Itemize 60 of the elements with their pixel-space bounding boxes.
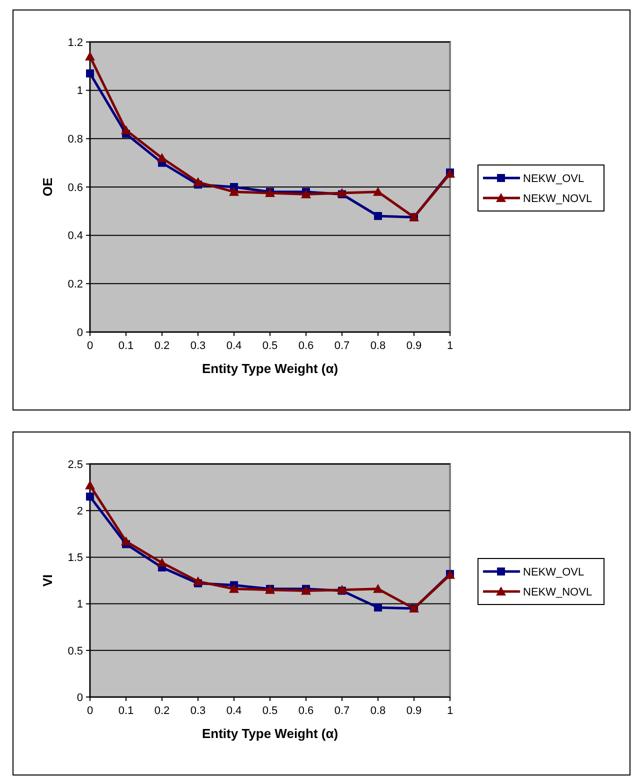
x-tick-label: 0.3 xyxy=(190,705,206,717)
x-tick-label: 0.3 xyxy=(190,340,206,352)
x-tick-label: 0.6 xyxy=(298,340,314,352)
legend-label: NEKW_OVL xyxy=(523,566,584,578)
point xyxy=(86,69,94,78)
point xyxy=(229,186,239,196)
y-tick-label: 2 xyxy=(76,505,83,518)
y-tick-label: 1 xyxy=(76,598,83,611)
y-tick-label: 2.5 xyxy=(68,458,83,471)
point xyxy=(121,536,131,546)
y-tick-label: 0.5 xyxy=(68,645,83,658)
point xyxy=(301,189,311,198)
x-tick-label: 0.1 xyxy=(118,705,134,717)
y-tick-label: 0.8 xyxy=(68,134,83,146)
point xyxy=(373,186,383,196)
point xyxy=(193,576,203,586)
x-tick-label: 0 xyxy=(86,340,94,352)
y-axis-title: VI xyxy=(40,574,55,587)
y-tick-label: 0 xyxy=(76,692,83,704)
y-tick-label: 1.2 xyxy=(68,36,83,49)
x-tick-label: 1 xyxy=(446,340,454,352)
x-axis-title: Entity Type Weight (α) xyxy=(202,726,338,741)
y-tick-label: 0 xyxy=(76,326,83,339)
x-tick-label: 0.2 xyxy=(154,340,170,352)
point xyxy=(85,480,95,490)
legend-label: NEKW_OVL xyxy=(523,172,584,185)
y-axis-title: OE xyxy=(40,177,55,196)
x-tick-label: 0.7 xyxy=(334,705,350,717)
y-tick-label: 1.5 xyxy=(68,552,83,564)
x-tick-label: 0.8 xyxy=(370,340,386,352)
x-tick-label: 0.2 xyxy=(154,705,170,717)
point xyxy=(121,125,131,134)
point xyxy=(157,558,167,567)
x-tick-label: 0.7 xyxy=(334,340,350,352)
x-tick-label: 0 xyxy=(86,705,94,717)
x-tick-label: 0.8 xyxy=(370,705,386,717)
y-tick-label: 1 xyxy=(76,85,83,98)
point xyxy=(86,492,94,501)
legend-label: NEKW_NOVL xyxy=(523,586,592,598)
point xyxy=(85,52,95,60)
point xyxy=(374,604,382,612)
point xyxy=(229,584,239,593)
x-tick-label: 0.9 xyxy=(406,705,422,717)
legend-label: NEKW_NOVL xyxy=(523,192,592,205)
x-tick-label: 0.5 xyxy=(262,340,278,352)
x-tick-label: 0.1 xyxy=(118,340,134,352)
x-tick-label: 1 xyxy=(446,705,454,717)
x-tick-label: 0.6 xyxy=(298,705,314,717)
x-tick-label: 0.4 xyxy=(226,340,242,352)
y-tick-label: 0.4 xyxy=(68,230,83,242)
point xyxy=(374,212,382,220)
x-axis-title: Entity Type Weight (α) xyxy=(202,361,338,376)
x-tick-label: 0.5 xyxy=(262,705,278,717)
x-tick-label: 0.9 xyxy=(406,340,422,352)
y-tick-label: 0.6 xyxy=(68,182,83,194)
point xyxy=(193,177,203,186)
point xyxy=(373,584,383,593)
y-tick-label: 0.2 xyxy=(68,278,83,291)
point xyxy=(157,153,167,162)
x-tick-label: 0.4 xyxy=(226,705,242,717)
